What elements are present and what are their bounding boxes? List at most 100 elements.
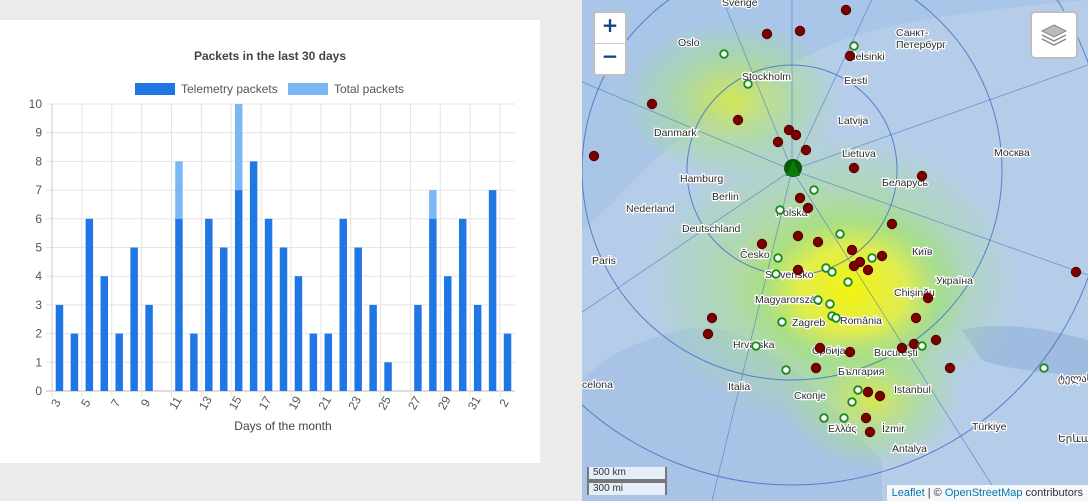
bar-telemetry[interactable] xyxy=(190,333,198,391)
map-canvas[interactable]: Sverige Oslo Helsinki Санкт-Петербург Stockh… xyxy=(582,0,1088,501)
zoom-out-button[interactable]: − xyxy=(595,43,625,74)
bar-telemetry[interactable] xyxy=(264,218,273,391)
digipeater-marker[interactable] xyxy=(825,299,835,309)
digipeater-marker[interactable] xyxy=(781,365,791,375)
digipeater-marker[interactable] xyxy=(819,413,829,423)
node-marker[interactable] xyxy=(761,28,773,40)
zoom-in-button[interactable]: + xyxy=(601,13,619,37)
bar-telemetry[interactable] xyxy=(414,304,422,391)
node-marker[interactable] xyxy=(896,342,908,354)
node-marker[interactable] xyxy=(783,124,795,136)
node-marker[interactable] xyxy=(588,150,600,162)
bar-telemetry[interactable] xyxy=(384,362,392,391)
bar-total[interactable] xyxy=(234,104,243,191)
node-marker[interactable] xyxy=(844,346,856,358)
digipeater-marker[interactable] xyxy=(777,317,787,327)
bar-telemetry[interactable] xyxy=(220,247,228,392)
node-marker[interactable] xyxy=(886,218,898,230)
node-marker[interactable] xyxy=(812,236,824,248)
node-marker[interactable] xyxy=(702,328,714,340)
digipeater-marker[interactable] xyxy=(853,385,863,395)
bar-telemetry[interactable] xyxy=(429,218,437,391)
digipeater-marker[interactable] xyxy=(827,267,837,277)
bar-telemetry[interactable] xyxy=(115,333,123,391)
layers-button[interactable] xyxy=(1030,11,1078,59)
node-marker[interactable] xyxy=(732,114,744,126)
digipeater-marker[interactable] xyxy=(917,341,927,351)
leaflet-link[interactable]: Leaflet xyxy=(891,487,925,499)
node-marker[interactable] xyxy=(910,312,922,324)
bar-telemetry[interactable] xyxy=(503,333,512,391)
bar-telemetry[interactable] xyxy=(354,247,362,392)
digipeater-marker[interactable] xyxy=(839,413,849,423)
node-marker[interactable] xyxy=(848,162,860,174)
node-marker[interactable] xyxy=(646,98,658,110)
digipeater-marker[interactable] xyxy=(849,41,859,51)
legend-label[interactable]: Telemetry packets xyxy=(181,82,278,96)
bar-telemetry[interactable] xyxy=(234,190,243,391)
node-marker[interactable] xyxy=(772,136,784,148)
node-marker[interactable] xyxy=(794,25,806,37)
node-marker[interactable] xyxy=(944,362,956,374)
node-marker[interactable] xyxy=(794,192,806,204)
bar-telemetry[interactable] xyxy=(70,333,79,391)
digipeater-marker[interactable] xyxy=(813,295,823,305)
digipeater-marker[interactable] xyxy=(751,341,761,351)
legend-label[interactable]: Total packets xyxy=(334,82,404,96)
digipeater-marker[interactable] xyxy=(831,313,841,323)
bar-telemetry[interactable] xyxy=(444,276,452,391)
map-panel[interactable]: Sverige Oslo Helsinki Санкт-Петербург Stockh… xyxy=(582,0,1088,501)
node-marker[interactable] xyxy=(802,202,814,214)
digipeater-marker[interactable] xyxy=(743,79,753,89)
bar-telemetry[interactable] xyxy=(175,218,183,391)
bar-telemetry[interactable] xyxy=(85,218,94,391)
bar-telemetry[interactable] xyxy=(324,333,333,391)
node-marker[interactable] xyxy=(848,260,860,272)
bar-telemetry[interactable] xyxy=(369,304,377,391)
node-marker[interactable] xyxy=(874,390,886,402)
node-marker[interactable] xyxy=(792,230,804,242)
node-marker[interactable] xyxy=(1070,266,1082,278)
bar-telemetry[interactable] xyxy=(249,161,258,391)
node-marker[interactable] xyxy=(810,362,822,374)
node-marker[interactable] xyxy=(800,144,812,156)
station-icon[interactable] xyxy=(784,159,802,177)
node-marker[interactable] xyxy=(792,264,804,276)
node-marker[interactable] xyxy=(876,250,888,262)
legend-swatch[interactable] xyxy=(288,83,328,95)
bar-total[interactable] xyxy=(175,161,183,219)
bar-telemetry[interactable] xyxy=(488,190,497,391)
node-marker[interactable] xyxy=(814,342,826,354)
digipeater-marker[interactable] xyxy=(835,229,845,239)
node-marker[interactable] xyxy=(908,338,920,350)
bar-total[interactable] xyxy=(429,190,437,219)
bar-telemetry[interactable] xyxy=(294,276,303,391)
bar-telemetry[interactable] xyxy=(279,247,288,392)
digipeater-marker[interactable] xyxy=(773,253,783,263)
legend[interactable]: Telemetry packets Total packets xyxy=(135,82,404,96)
digipeater-marker[interactable] xyxy=(771,269,781,279)
bar-telemetry[interactable] xyxy=(130,247,138,392)
osm-link[interactable]: OpenStreetMap xyxy=(944,487,1023,499)
digipeater-marker[interactable] xyxy=(843,277,853,287)
bar-telemetry[interactable] xyxy=(309,333,318,391)
node-marker[interactable] xyxy=(844,50,856,62)
node-marker[interactable] xyxy=(790,129,802,141)
node-marker[interactable] xyxy=(916,170,928,182)
legend-swatch[interactable] xyxy=(135,83,175,95)
node-marker[interactable] xyxy=(864,426,876,438)
bar-telemetry[interactable] xyxy=(145,304,153,391)
map-markers[interactable] xyxy=(588,4,1082,438)
node-marker[interactable] xyxy=(756,238,768,250)
node-marker[interactable] xyxy=(846,244,858,256)
bar-telemetry[interactable] xyxy=(205,218,213,391)
digipeater-marker[interactable] xyxy=(809,185,819,195)
node-marker[interactable] xyxy=(860,412,872,424)
node-marker[interactable] xyxy=(862,386,874,398)
bar-telemetry[interactable] xyxy=(339,218,347,391)
bar-telemetry[interactable] xyxy=(100,276,109,391)
node-marker[interactable] xyxy=(706,312,718,324)
node-marker[interactable] xyxy=(922,292,934,304)
bar-telemetry[interactable] xyxy=(473,304,482,391)
node-marker[interactable] xyxy=(840,4,852,16)
